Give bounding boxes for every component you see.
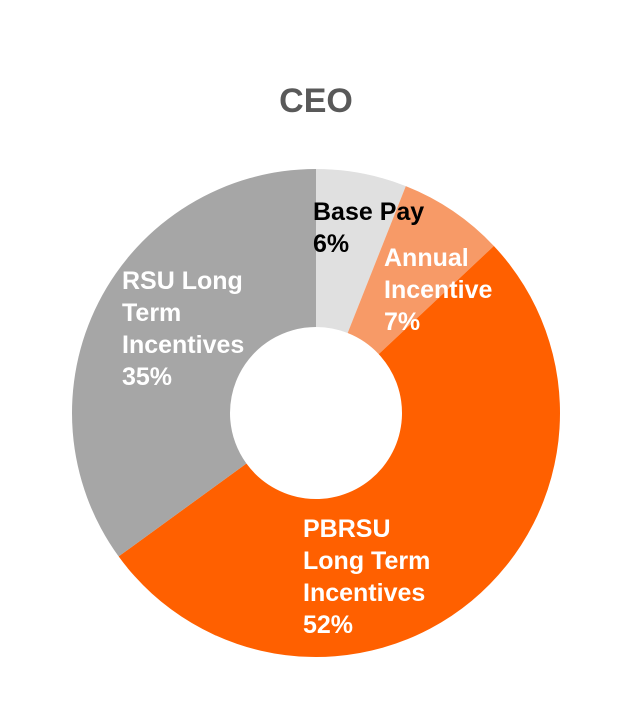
donut-slice	[118, 245, 561, 658]
slice-label: PBRSU Long Term Incentives 52%	[303, 515, 430, 639]
slice-label: Base Pay 6%	[313, 198, 424, 258]
donut-slice	[316, 169, 406, 334]
slice-label: Annual Incentive 7%	[384, 244, 492, 336]
slice-label: RSU Long Term Incentives 35%	[122, 267, 244, 391]
chart-title: CEO	[279, 82, 353, 120]
donut-slice	[347, 186, 494, 355]
donut-slice	[72, 169, 316, 557]
